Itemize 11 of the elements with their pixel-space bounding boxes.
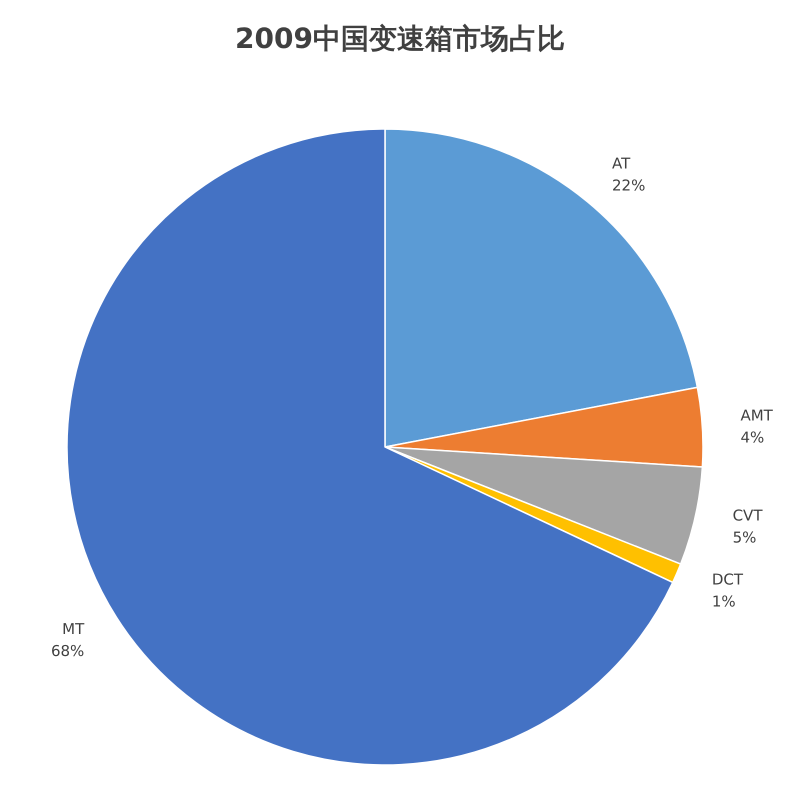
slice-label: AMT bbox=[740, 406, 774, 425]
slice-label: CVT bbox=[732, 506, 764, 525]
slice-label: AT bbox=[612, 154, 632, 173]
data-label: 68% bbox=[50, 642, 84, 660]
slice-label: DCT bbox=[712, 570, 744, 588]
data-label: 5% bbox=[732, 528, 756, 547]
slice-label: MT bbox=[62, 620, 86, 638]
data-label: 4% bbox=[740, 428, 764, 447]
chart-title: 2009中国变速箱市场占比 bbox=[235, 22, 565, 55]
data-label: 22% bbox=[612, 176, 646, 195]
data-label: 1% bbox=[712, 592, 736, 610]
